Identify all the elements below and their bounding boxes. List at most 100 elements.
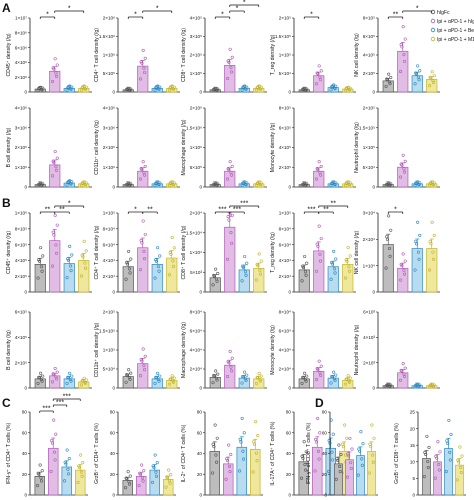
data-point (155, 461, 159, 465)
chart-a-1: 0 2×10⁶ 4×10⁶ 6×10⁶ 8×10⁶ 1×10⁷ CD45⁺ density … (6, 5, 92, 95)
data-point (151, 480, 155, 484)
data-point (428, 383, 432, 387)
data-point (229, 66, 233, 70)
data-point (214, 376, 218, 380)
y-tick-label: 80 (197, 410, 203, 415)
chart-c-23: 0 20 40 60 80 IL-2⁺ of CD4⁺ T cells (%) (181, 410, 263, 498)
y-tick-label: 8×10⁴ (279, 310, 291, 315)
data-point (389, 228, 393, 232)
data-point (172, 183, 176, 187)
data-point (37, 258, 41, 262)
data-point (50, 79, 55, 84)
data-point (51, 66, 55, 70)
data-point (230, 213, 234, 217)
y-tick-label: 0 (372, 290, 375, 295)
data-point (240, 416, 244, 420)
data-point (241, 449, 245, 453)
y-tick-label: 6×10⁴ (190, 329, 202, 334)
data-point (455, 478, 459, 482)
y-axis-label: IL-17A⁺ of CD4⁺ T cells (%) (270, 421, 276, 485)
data-point (428, 239, 432, 243)
data-point (314, 82, 319, 86)
data-point (39, 371, 43, 375)
data-point (156, 371, 160, 375)
y-axis-label: CD45⁺ density (/g) (6, 231, 12, 274)
data-point (317, 64, 321, 68)
data-point (229, 231, 233, 235)
data-point (212, 87, 216, 91)
y-tick-label: 0 (288, 290, 291, 295)
y-tick-label: 0 (112, 290, 115, 295)
y-tick-label: 4×10⁴ (190, 348, 202, 353)
chart-a-5: 0 2×10⁵ 4×10⁵ 6×10⁵ 8×10⁵ NK cell density (/g… (354, 5, 440, 95)
data-point (82, 376, 86, 380)
data-point (319, 364, 323, 368)
data-point (401, 25, 405, 29)
significance-label: *** (42, 405, 50, 412)
y-tick-label: 0 (288, 493, 291, 498)
significance-label: * (156, 5, 159, 12)
y-tick-label: 1×10⁶ (15, 211, 27, 216)
data-point (36, 471, 40, 475)
y-tick-label: 8×10⁶ (15, 31, 27, 36)
chart-a-8: 0 5×10⁵ 1×10⁶ 1.5×10⁶ 2×10⁶ Macrophage densit… (181, 106, 267, 190)
data-point (226, 374, 230, 379)
data-point (305, 374, 309, 378)
data-point (238, 437, 242, 441)
data-point (139, 60, 143, 64)
data-point (436, 440, 440, 444)
data-point (332, 377, 337, 381)
data-point (156, 378, 160, 382)
data-point (402, 372, 406, 376)
data-point (50, 380, 55, 384)
data-point (67, 456, 71, 461)
data-point (371, 460, 375, 464)
data-point (54, 251, 59, 255)
data-point (39, 378, 44, 382)
data-point (242, 431, 246, 435)
data-point (137, 484, 141, 488)
data-point (333, 183, 337, 187)
data-point (142, 469, 146, 473)
legend-marker (430, 36, 436, 42)
y-tick-label: 8×10⁴ (103, 227, 115, 232)
data-point (343, 276, 348, 280)
panel-letter-b: B (2, 196, 11, 210)
legend-label: Ipi + αPD-1 + hIgFc (437, 19, 474, 25)
significance-label: * (68, 200, 71, 207)
data-point (343, 453, 348, 457)
data-point (418, 69, 422, 73)
data-point (256, 433, 260, 438)
data-point (84, 378, 88, 382)
data-point (82, 239, 86, 243)
panel-letter-d: D (315, 396, 324, 410)
data-point (318, 371, 322, 375)
data-point (143, 70, 147, 75)
data-point (303, 88, 308, 92)
data-point (259, 259, 263, 263)
y-axis-label: Neutrophil density (/g) (354, 122, 360, 173)
data-point (367, 471, 371, 475)
data-point (226, 76, 230, 81)
data-point (55, 156, 59, 160)
bar (433, 461, 442, 496)
y-tick-label: 6×10⁵ (15, 242, 27, 247)
data-point (214, 88, 218, 92)
data-point (329, 88, 333, 92)
y-tick-label: 0 (24, 386, 27, 391)
data-point (432, 74, 436, 78)
data-point (63, 460, 67, 464)
data-point (372, 436, 376, 440)
data-point (416, 182, 421, 186)
data-point (241, 86, 245, 90)
y-tick-label: 0 (372, 90, 375, 95)
significance-label: * (221, 11, 224, 18)
data-point (50, 174, 55, 178)
data-point (448, 450, 452, 454)
data-point (401, 153, 405, 157)
y-axis-label: B cell density (/g) (6, 330, 12, 370)
data-point (303, 183, 308, 187)
bar (367, 451, 376, 496)
y-tick-label: 6×10³ (363, 310, 375, 315)
y-tick-label: 1×10⁶ (103, 165, 115, 170)
